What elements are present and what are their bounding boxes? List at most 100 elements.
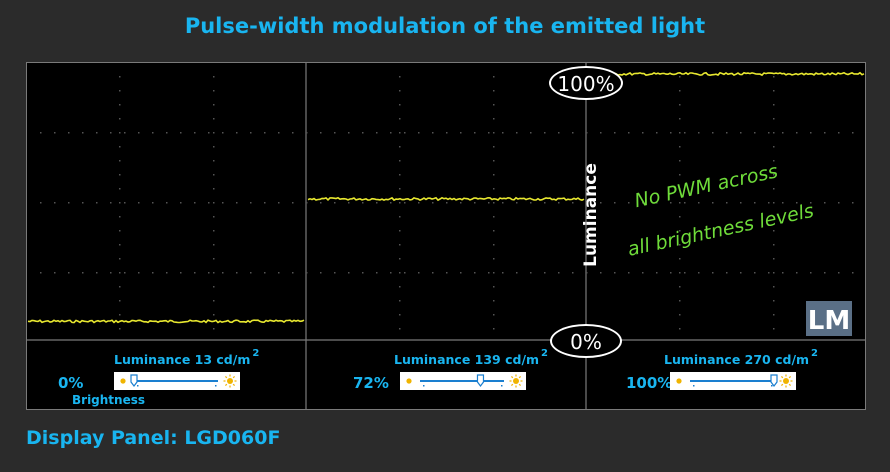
grid-dot (572, 202, 574, 204)
grid-dot (493, 76, 495, 78)
slider-tick (137, 385, 139, 387)
grid-dot (679, 90, 681, 92)
lm-logo: LM (806, 301, 852, 336)
grid-dot (54, 202, 56, 204)
slider-thumb (770, 374, 778, 387)
grid-dot (376, 272, 378, 274)
grid-dot (348, 132, 350, 134)
grid-dot (796, 132, 798, 134)
grid-dot (679, 328, 681, 330)
sun-ray (788, 383, 792, 387)
grid-dot (82, 132, 84, 134)
grid-dot (334, 132, 336, 134)
grid-dot (82, 272, 84, 274)
grid-dot (213, 146, 215, 148)
grid-dot (796, 272, 798, 274)
grid-dot (236, 272, 238, 274)
grid-dot (530, 272, 532, 274)
grid-dot (773, 244, 775, 246)
grid-dot (399, 132, 401, 134)
grid-dot (493, 272, 495, 274)
grid-dot (119, 188, 121, 190)
grid-dot (773, 230, 775, 232)
slider-tick (215, 385, 217, 387)
grid-dot (119, 90, 121, 92)
grid-dot (810, 272, 812, 274)
grid-dot (208, 132, 210, 134)
grid-dot (698, 272, 700, 274)
sun-large-icon (227, 378, 233, 384)
grid-dot (493, 328, 495, 330)
grid-dot (180, 202, 182, 204)
grid-dot (773, 174, 775, 176)
grid-dot (213, 300, 215, 302)
grid-dot (399, 188, 401, 190)
grid-dot (493, 104, 495, 106)
trace-panel-3 (588, 71, 865, 77)
grid-dot (628, 202, 630, 204)
grid-dot (493, 160, 495, 162)
grid-dot (773, 188, 775, 190)
grid-dot (493, 90, 495, 92)
grid-dot (698, 132, 700, 134)
grid-dot (782, 202, 784, 204)
grid-dot (493, 300, 495, 302)
grid-dot (390, 202, 392, 204)
slider-tick (693, 385, 695, 387)
grid-dot (180, 132, 182, 134)
frame (26, 62, 866, 410)
grid-dot (726, 132, 728, 134)
grid-dot (460, 272, 462, 274)
grid-dot (726, 202, 728, 204)
grid-dot (399, 160, 401, 162)
grid-dot (782, 272, 784, 274)
grid-dot (773, 300, 775, 302)
grid-dot (222, 272, 224, 274)
grid-dot (292, 272, 294, 274)
grid-dot (773, 328, 775, 330)
grid-dot (656, 272, 658, 274)
grid-dot (754, 202, 756, 204)
luminance-superscript-2: 2 (541, 348, 548, 359)
grid-dot (460, 132, 462, 134)
grid-dot (740, 132, 742, 134)
grid-dot (773, 202, 775, 204)
grid-dot (264, 202, 266, 204)
grid-dot (493, 258, 495, 260)
grid-dot (698, 202, 700, 204)
sun-small-icon (120, 378, 126, 384)
grid-dot (399, 328, 401, 330)
grid-dot (740, 272, 742, 274)
grid-dot (493, 132, 495, 134)
grid-dot (684, 202, 686, 204)
scale-top-label: 100% (557, 72, 614, 96)
grid-dot (558, 132, 560, 134)
grid-dot (773, 272, 775, 274)
grid-dot (213, 132, 215, 134)
grid-dot (600, 272, 602, 274)
grid-dot (119, 230, 121, 232)
grid-dot (628, 272, 630, 274)
grid-dot (432, 132, 434, 134)
grid-dot (213, 188, 215, 190)
grid-dot (544, 132, 546, 134)
grid-dot (278, 272, 280, 274)
grid-dot (166, 132, 168, 134)
luminance-label-3: Luminance 270 cd/m (664, 352, 809, 367)
grid-dot (544, 202, 546, 204)
scale-bottom-label: 0% (570, 330, 602, 354)
grid-dot (642, 272, 644, 274)
grid-dot (250, 202, 252, 204)
grid-dot (773, 90, 775, 92)
grid-dot (493, 244, 495, 246)
grid-dot (208, 272, 210, 274)
grid-dot (96, 202, 98, 204)
grid-dot (194, 202, 196, 204)
grid-dot (572, 132, 574, 134)
grid-dot (54, 272, 56, 274)
grid-dot (404, 272, 406, 274)
annotation: No PWM across all brightness levels (626, 160, 816, 260)
grid-dot (773, 76, 775, 78)
scale-top-badge: 100% (549, 66, 623, 100)
grid-dot (399, 76, 401, 78)
